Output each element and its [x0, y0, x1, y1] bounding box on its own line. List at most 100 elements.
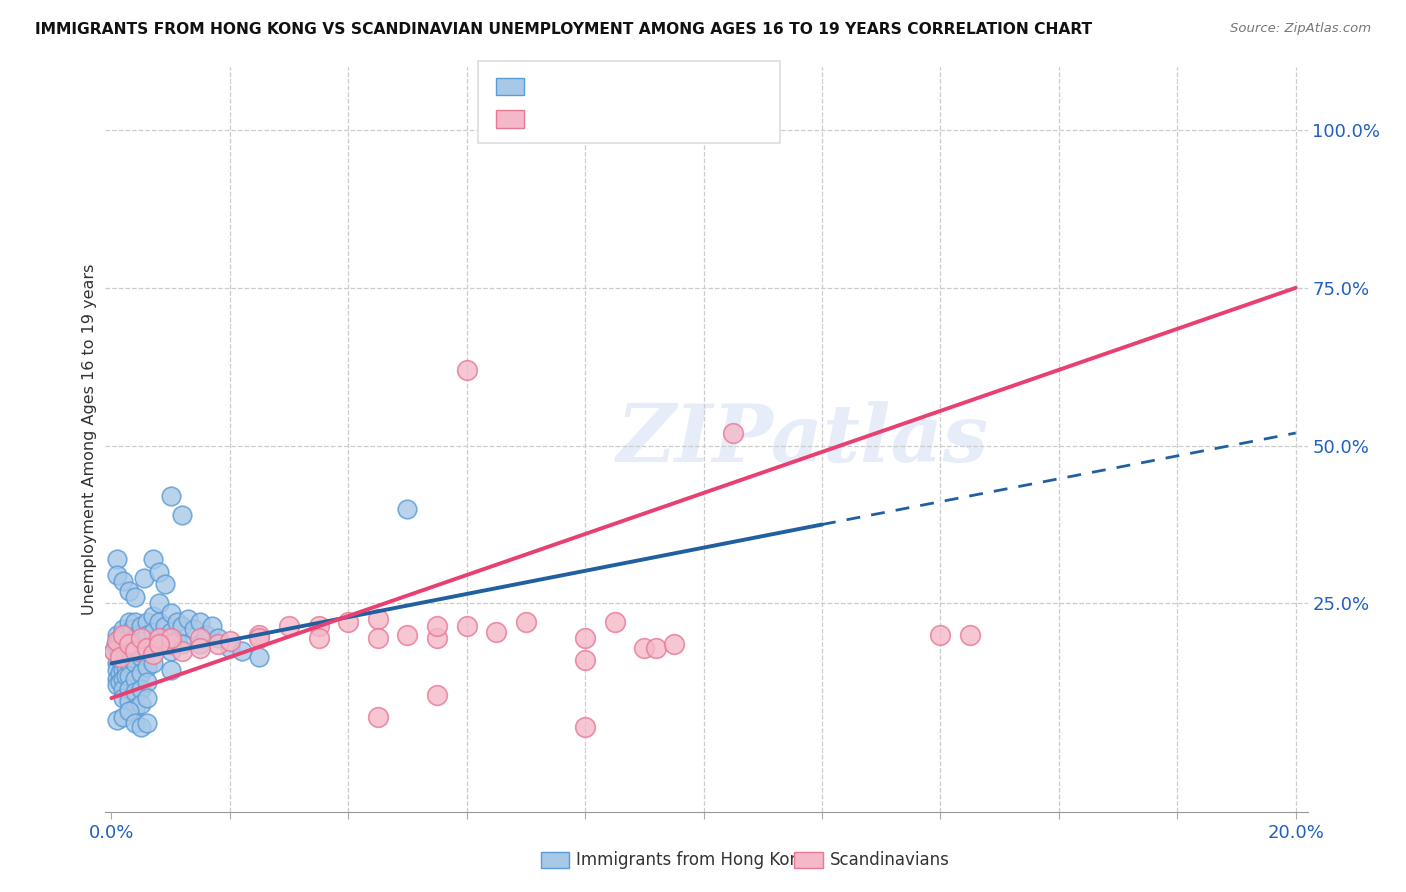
Point — [112, 663, 135, 677]
Point — [110, 650, 132, 665]
Point — [127, 628, 149, 642]
Point — [112, 634, 135, 648]
Point — [148, 637, 170, 651]
Point — [124, 644, 146, 658]
Point — [135, 691, 157, 706]
Point — [135, 659, 157, 673]
Point — [142, 624, 165, 639]
Point — [124, 644, 146, 658]
Point — [135, 615, 157, 630]
Point — [110, 644, 132, 658]
Point — [218, 634, 240, 648]
Point — [118, 669, 141, 683]
Point — [426, 631, 449, 645]
Point — [249, 631, 271, 645]
Point — [218, 640, 240, 655]
Point — [159, 606, 181, 620]
Point — [118, 583, 141, 598]
Point — [183, 622, 205, 636]
Point — [142, 609, 165, 624]
Point — [142, 640, 165, 655]
Point — [426, 688, 449, 702]
Point — [115, 628, 138, 642]
Point — [603, 615, 626, 630]
Point — [118, 694, 141, 708]
Point — [308, 631, 330, 645]
Point — [112, 653, 135, 667]
Point — [115, 650, 138, 665]
Point — [129, 618, 152, 632]
Point — [129, 631, 152, 645]
Point — [396, 628, 419, 642]
Point — [159, 624, 181, 639]
Point — [105, 713, 128, 727]
Point — [142, 657, 165, 671]
Point — [396, 501, 419, 516]
Point — [105, 568, 128, 582]
Point — [574, 631, 596, 645]
Point — [142, 647, 165, 661]
Point — [112, 681, 135, 696]
Point — [135, 640, 157, 655]
Point — [132, 571, 155, 585]
Point — [105, 678, 128, 692]
Point — [105, 634, 128, 648]
Point — [633, 640, 655, 655]
Point — [959, 628, 981, 642]
Point — [110, 665, 132, 680]
Point — [124, 700, 146, 714]
Point — [118, 637, 141, 651]
Point — [129, 698, 152, 712]
Point — [188, 615, 211, 630]
Point — [124, 657, 146, 671]
Point — [231, 644, 253, 658]
Point — [148, 565, 170, 579]
Point — [721, 123, 744, 137]
Point — [308, 618, 330, 632]
Point — [112, 628, 135, 642]
Point — [148, 615, 170, 630]
Point — [166, 615, 188, 630]
Point — [721, 425, 744, 440]
Point — [103, 644, 125, 658]
Point — [118, 681, 141, 696]
Y-axis label: Unemployment Among Ages 16 to 19 years: Unemployment Among Ages 16 to 19 years — [82, 264, 97, 615]
Point — [129, 634, 152, 648]
Point — [103, 644, 125, 658]
Point — [112, 691, 135, 706]
Point — [135, 675, 157, 690]
Point — [105, 663, 128, 677]
Text: Immigrants from Hong Kong: Immigrants from Hong Kong — [576, 851, 811, 869]
Point — [115, 637, 138, 651]
Text: R = 0.452   N = 27: R = 0.452 N = 27 — [531, 109, 702, 127]
Point — [124, 631, 146, 645]
Point — [148, 596, 170, 610]
Point — [367, 612, 389, 626]
Point — [662, 637, 685, 651]
Point — [105, 637, 128, 651]
Point — [135, 644, 157, 658]
Point — [367, 710, 389, 724]
Point — [110, 653, 132, 667]
Point — [456, 363, 478, 377]
Point — [105, 628, 128, 642]
Point — [112, 672, 135, 686]
Point — [115, 659, 138, 673]
Point — [148, 631, 170, 645]
Point — [148, 631, 170, 645]
Point — [172, 508, 194, 522]
Point — [645, 640, 668, 655]
Point — [249, 650, 271, 665]
Point — [172, 618, 194, 632]
Point — [121, 650, 143, 665]
Point — [121, 634, 143, 648]
Point — [118, 631, 141, 645]
Point — [188, 640, 211, 655]
Point — [515, 615, 537, 630]
Point — [105, 552, 128, 566]
Point — [159, 489, 181, 503]
Point — [207, 637, 229, 651]
Point — [105, 657, 128, 671]
Point — [172, 637, 194, 651]
Point — [129, 719, 152, 733]
